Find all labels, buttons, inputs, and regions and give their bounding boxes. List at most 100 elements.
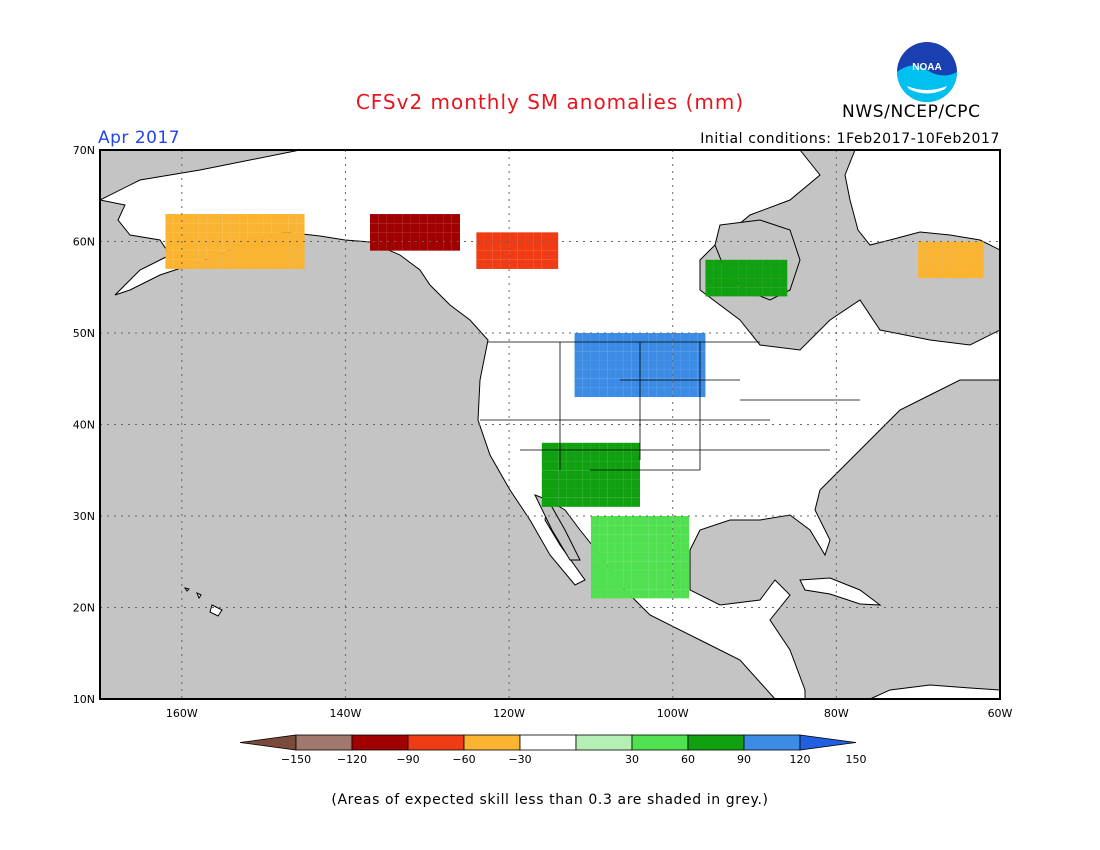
anomaly-cell [435, 241, 444, 251]
anomaly-cell [631, 378, 640, 388]
anomaly-cell [590, 378, 600, 388]
anomaly-cell [255, 223, 264, 233]
anomaly-cell [181, 223, 190, 233]
anomaly-cell [271, 223, 280, 233]
anomaly-cell [419, 241, 428, 251]
anomaly-region [705, 259, 788, 297]
anomaly-cell [656, 351, 665, 361]
anomaly-cell [541, 461, 550, 471]
lat-label: 60N [73, 236, 95, 249]
colorbar-tick-label: 60 [681, 753, 695, 766]
anomaly-cell [664, 552, 673, 562]
anomaly-cell [942, 250, 951, 260]
anomaly-cell [476, 232, 485, 242]
anomaly-cell [410, 241, 420, 251]
anomaly-cell [623, 488, 632, 498]
anomaly-cell [181, 259, 190, 269]
anomaly-region [541, 442, 640, 507]
anomaly-cell [623, 543, 632, 553]
lon-label: 80W [824, 707, 849, 720]
anomaly-cell [517, 241, 526, 251]
anomaly-cell [451, 232, 460, 242]
anomaly-cell [680, 570, 690, 581]
anomaly-cell [607, 360, 616, 370]
anomaly-cell [779, 287, 788, 297]
anomaly-cell [697, 387, 706, 398]
anomaly-cell [590, 570, 600, 581]
anomaly-cell [631, 516, 640, 526]
anomaly-cell [697, 333, 706, 343]
anomaly-cell [255, 232, 264, 242]
anomaly-cell [566, 451, 575, 462]
anomaly-cell [607, 351, 616, 361]
anomaly-cell [599, 461, 608, 471]
anomaly-cell [500, 250, 510, 260]
anomaly-cell [509, 259, 518, 269]
lat-label: 40N [73, 419, 95, 432]
lat-label: 70N [73, 144, 95, 157]
anomaly-cell [263, 259, 272, 269]
colorbar: −150 −120 −90 −60 −30 30 60 90 120 150 [239, 734, 867, 766]
anomaly-cell [967, 250, 976, 260]
anomaly-cell [574, 488, 583, 498]
anomaly-cell [623, 369, 632, 379]
anomaly-cell [288, 214, 297, 224]
anomaly-cell [198, 259, 207, 269]
anomaly-cell [296, 232, 305, 242]
anomaly-cell [590, 543, 600, 553]
anomaly-cell [640, 351, 649, 361]
anomaly-cell [607, 534, 616, 544]
anomaly-cell [607, 461, 616, 471]
anomaly-cell [664, 333, 673, 343]
colorbar-tick-label: −60 [452, 753, 475, 766]
anomaly-cell [607, 580, 616, 590]
anomaly-cell [427, 232, 436, 242]
anomaly-cell [443, 232, 452, 242]
greenland [844, 150, 1000, 251]
anomaly-cell [476, 250, 485, 260]
anomaly-cell [230, 223, 240, 233]
anomaly-cell [631, 387, 640, 398]
anomaly-cell [599, 479, 608, 489]
anomaly-cell [640, 561, 649, 571]
anomaly-cell [247, 259, 256, 269]
anomaly-cell [713, 268, 722, 279]
anomaly-cell [770, 287, 780, 297]
anomaly-cell [950, 259, 960, 269]
graticule [100, 150, 1000, 699]
anomaly-cell [525, 259, 534, 269]
anomaly-cell [590, 342, 600, 352]
anomaly-cell [950, 250, 960, 260]
anomaly-cell [599, 387, 608, 398]
anomaly-cell [181, 214, 190, 224]
anomaly-cell [402, 241, 411, 251]
anomaly-cell [599, 351, 608, 361]
anomaly-cell [623, 451, 632, 462]
anomaly-cell [271, 250, 280, 260]
anomaly-cell [263, 241, 272, 251]
anomaly-cell [590, 369, 600, 379]
anomaly-cell [607, 589, 616, 599]
anomaly-cell [656, 534, 665, 544]
lon-label: 60W [988, 707, 1013, 720]
anomaly-cell [672, 589, 681, 599]
colorbar-high-arrow [799, 734, 857, 751]
anomaly-cell [590, 479, 600, 489]
anomaly-cell [607, 333, 616, 343]
anomaly-cell [770, 278, 780, 288]
anomaly-cell [607, 378, 616, 388]
anomaly-cell [599, 451, 608, 462]
anomaly-cell [615, 451, 624, 462]
anomaly-cell [664, 543, 673, 553]
colorbar-tick-label: 120 [790, 753, 811, 766]
anomaly-cell [664, 580, 673, 590]
anomaly-cell [222, 232, 231, 242]
anomaly-cell [607, 442, 616, 452]
anomaly-cell [738, 278, 747, 288]
anomaly-cell [615, 580, 624, 590]
anomaly-cell [648, 516, 657, 526]
anomaly-cell [640, 552, 649, 562]
anomaly-cell [288, 223, 297, 233]
anomaly-cell [959, 250, 968, 260]
anomaly-cell [648, 525, 657, 535]
